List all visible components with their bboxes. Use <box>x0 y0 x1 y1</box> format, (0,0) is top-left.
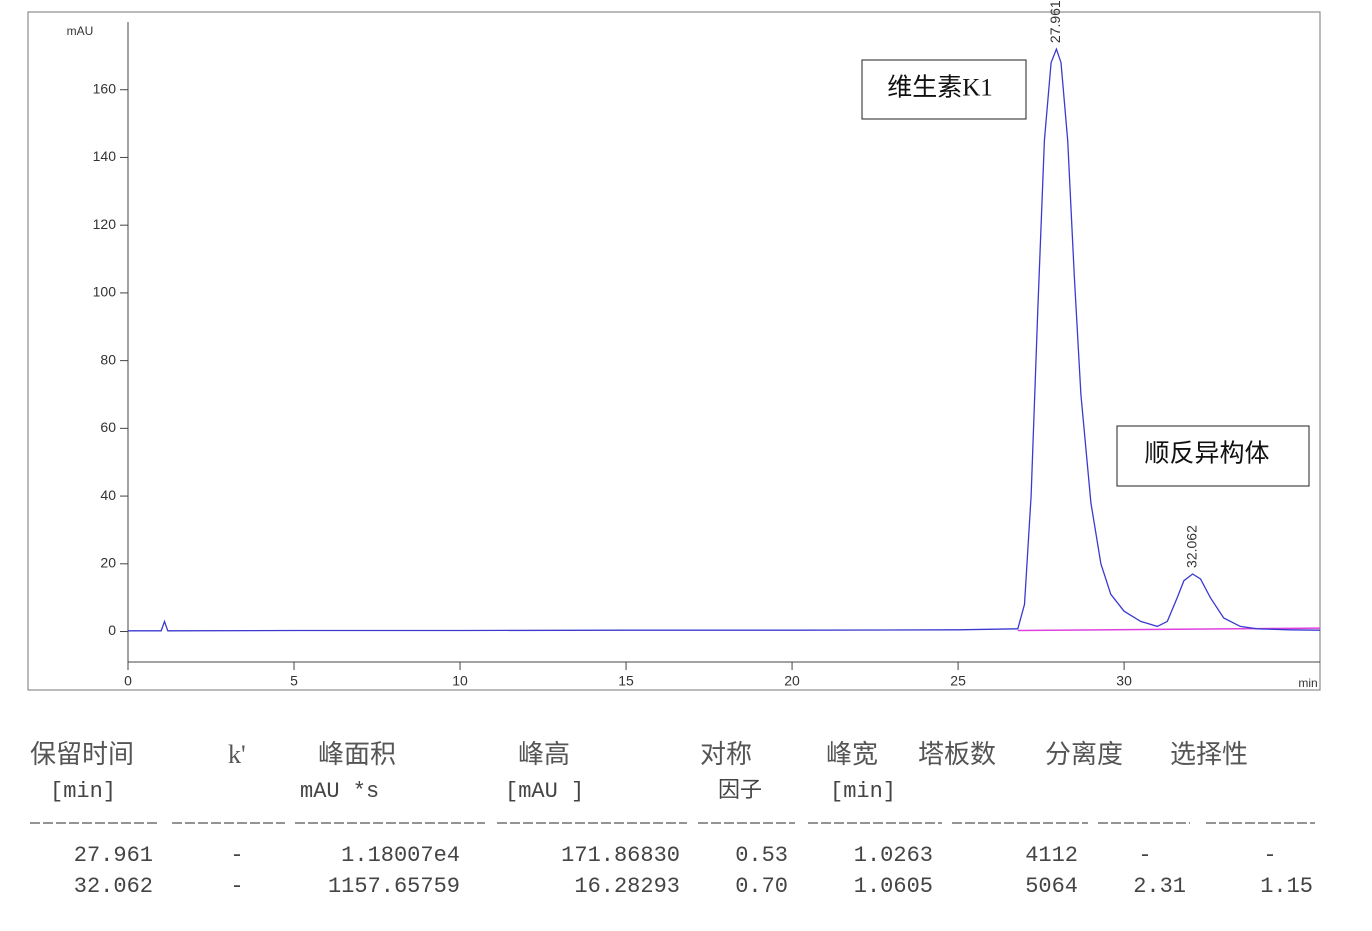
peak-label: 32.062 <box>1183 525 1199 568</box>
callout: 维生素K1 <box>887 74 993 102</box>
table-header: 选择性 <box>1170 740 1248 769</box>
y-tick-label: 120 <box>93 216 117 232</box>
y-tick-label: 20 <box>100 555 116 571</box>
table-cell: 1.0605 <box>854 874 933 899</box>
table-cell: 0.70 <box>735 874 788 899</box>
table-cell: 1.0263 <box>854 843 933 868</box>
x-tick-label: 25 <box>950 673 966 689</box>
x-tick-label: 0 <box>124 673 132 689</box>
y-unit: mAU <box>67 24 94 38</box>
x-tick-label: 15 <box>618 673 634 689</box>
table-header: [min] <box>50 779 116 804</box>
trace <box>128 47 1321 632</box>
table-cell: - <box>230 874 243 899</box>
y-tick-label: 160 <box>93 80 117 96</box>
x-tick-label: 30 <box>1116 673 1132 689</box>
table-header: k' <box>228 740 246 769</box>
table-cell: - <box>1263 843 1276 868</box>
table-header: 塔板数 <box>918 740 996 769</box>
table-header: mAU *s <box>300 779 379 804</box>
table-cell: 2.31 <box>1133 874 1186 899</box>
table-cell: 27.961 <box>74 843 153 868</box>
y-tick-label: 80 <box>100 351 116 367</box>
table-cell: 4112 <box>1025 843 1078 868</box>
baseline <box>1017 627 1321 632</box>
table-header: [mAU ] <box>505 779 584 804</box>
table-cell: - <box>1138 843 1151 868</box>
table-cell: 1.15 <box>1260 874 1313 899</box>
table-cell: 171.86830 <box>561 843 680 868</box>
y-tick-label: 0 <box>108 622 116 638</box>
callout-box <box>1116 425 1310 487</box>
table-header: 峰高 <box>518 740 570 769</box>
table-header: 分离度 <box>1045 740 1123 769</box>
x-tick-label: 5 <box>290 673 298 689</box>
x-unit: min <box>1298 676 1317 690</box>
table-cell: 5064 <box>1025 874 1078 899</box>
x-tick-label: 10 <box>452 673 468 689</box>
table-cell: 16.28293 <box>574 874 680 899</box>
table-cell: 32.062 <box>74 874 153 899</box>
table-header: 因子 <box>718 779 762 804</box>
y-tick-label: 60 <box>100 419 116 435</box>
table-header: 峰面积 <box>318 740 396 769</box>
table-header: 峰宽 <box>826 740 878 769</box>
table-cell: - <box>230 843 243 868</box>
table-header: 保留时间 <box>30 740 134 769</box>
table-header: 对称 <box>700 740 752 769</box>
y-tick-label: 40 <box>100 487 116 503</box>
chart-frame <box>27 11 1321 691</box>
y-tick-label: 100 <box>93 284 117 300</box>
table-cell: 1.18007e4 <box>341 843 460 868</box>
table-cell: 1157.65759 <box>328 874 460 899</box>
callout-box <box>861 59 1027 120</box>
x-tick-label: 20 <box>784 673 800 689</box>
y-tick-label: 140 <box>93 148 117 164</box>
peak-label: 27.961 <box>1047 0 1063 43</box>
table-cell: 0.53 <box>735 843 788 868</box>
table-header: [min] <box>830 779 896 804</box>
callout: 顺反异构体 <box>1144 440 1269 468</box>
